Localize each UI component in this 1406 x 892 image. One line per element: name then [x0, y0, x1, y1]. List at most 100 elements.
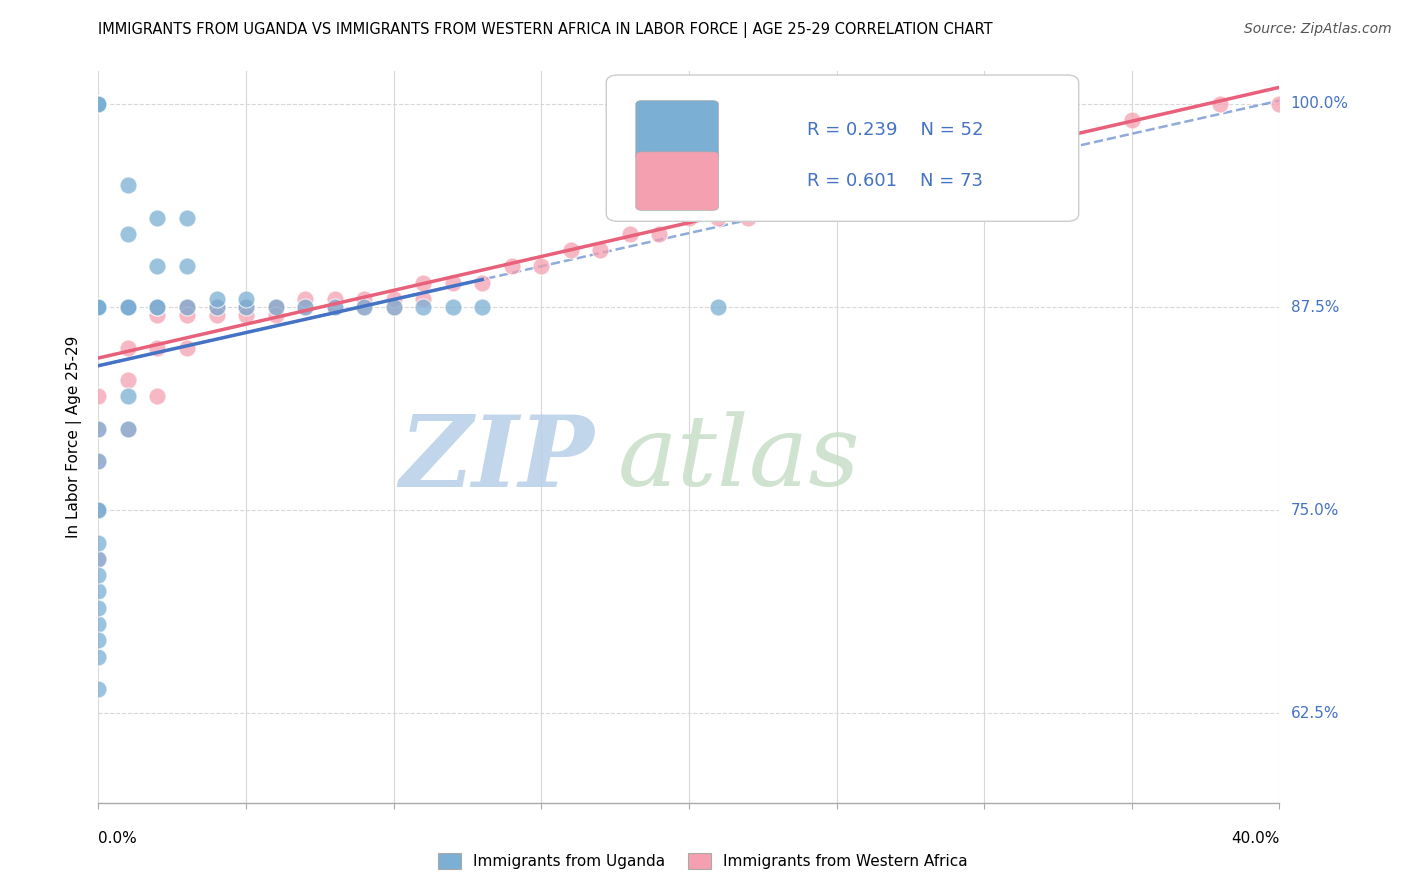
Point [382, 292, 405, 306]
Point [87, 300, 110, 314]
Point [619, 227, 641, 241]
Point [87, 681, 110, 696]
Point [146, 211, 169, 225]
Point [87, 300, 110, 314]
Point [294, 300, 316, 314]
Point [87, 300, 110, 314]
Point [87, 96, 110, 111]
Text: 0.0%: 0.0% [98, 831, 138, 846]
Point [87, 300, 110, 314]
Point [707, 300, 730, 314]
Point [264, 300, 287, 314]
Point [87, 96, 110, 111]
Point [382, 300, 405, 314]
Point [87, 454, 110, 468]
Point [205, 300, 228, 314]
Point [117, 227, 139, 241]
Point [87, 552, 110, 566]
Point [146, 308, 169, 322]
Point [146, 300, 169, 314]
Point [87, 633, 110, 648]
Point [87, 300, 110, 314]
Text: 75.0%: 75.0% [1291, 503, 1339, 517]
Point [146, 260, 169, 274]
Point [235, 300, 257, 314]
Point [117, 300, 139, 314]
FancyBboxPatch shape [606, 75, 1078, 221]
Point [87, 454, 110, 468]
Point [87, 96, 110, 111]
Point [176, 308, 198, 322]
Point [353, 292, 375, 306]
Point [176, 300, 198, 314]
Point [1209, 96, 1232, 111]
Point [117, 300, 139, 314]
Point [648, 227, 671, 241]
Text: atlas: atlas [619, 411, 860, 507]
FancyBboxPatch shape [636, 152, 718, 211]
Point [353, 300, 375, 314]
Point [323, 300, 346, 314]
Text: 100.0%: 100.0% [1291, 96, 1348, 112]
Point [264, 300, 287, 314]
Point [235, 300, 257, 314]
Point [382, 300, 405, 314]
Point [87, 422, 110, 436]
Point [146, 300, 169, 314]
Point [1032, 129, 1054, 144]
Point [707, 211, 730, 225]
Point [943, 145, 966, 160]
Point [205, 300, 228, 314]
Point [323, 300, 346, 314]
Point [973, 145, 995, 160]
Point [235, 292, 257, 306]
Point [117, 373, 139, 387]
Point [117, 300, 139, 314]
Point [855, 178, 877, 193]
Point [146, 300, 169, 314]
Point [87, 300, 110, 314]
Text: R = 0.239    N = 52: R = 0.239 N = 52 [807, 121, 984, 139]
Text: 62.5%: 62.5% [1291, 706, 1339, 721]
Point [1268, 96, 1291, 111]
Point [117, 300, 139, 314]
Point [796, 194, 818, 209]
Point [294, 300, 316, 314]
FancyBboxPatch shape [636, 101, 718, 159]
Point [87, 300, 110, 314]
Point [825, 178, 848, 193]
Point [530, 260, 553, 274]
Text: Source: ZipAtlas.com: Source: ZipAtlas.com [1244, 22, 1392, 37]
Point [87, 300, 110, 314]
Point [87, 568, 110, 582]
Text: 40.0%: 40.0% [1232, 831, 1279, 846]
Point [323, 292, 346, 306]
Point [471, 300, 494, 314]
Point [117, 422, 139, 436]
Point [117, 178, 139, 193]
Point [589, 243, 612, 257]
Point [294, 300, 316, 314]
Point [235, 300, 257, 314]
Point [117, 300, 139, 314]
Point [87, 552, 110, 566]
Point [176, 211, 198, 225]
Legend: Immigrants from Uganda, Immigrants from Western Africa: Immigrants from Uganda, Immigrants from … [432, 847, 974, 875]
Point [205, 292, 228, 306]
Point [205, 300, 228, 314]
Point [560, 243, 582, 257]
Point [146, 341, 169, 355]
Point [235, 308, 257, 322]
Point [264, 308, 287, 322]
Point [501, 260, 523, 274]
Point [87, 300, 110, 314]
Point [87, 300, 110, 314]
Point [294, 292, 316, 306]
Point [412, 300, 434, 314]
Point [176, 300, 198, 314]
Point [441, 276, 464, 290]
Point [176, 300, 198, 314]
Point [117, 422, 139, 436]
Point [176, 300, 198, 314]
Point [205, 308, 228, 322]
